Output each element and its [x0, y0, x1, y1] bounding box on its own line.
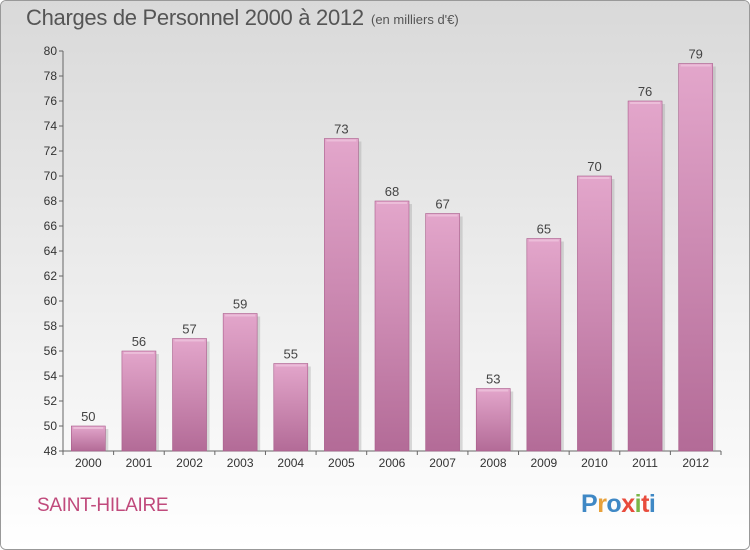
x-tick-label: 2003 [227, 456, 254, 470]
y-tick-label: 80 [44, 44, 58, 58]
logo-letter: o [606, 490, 622, 518]
x-tick-label: 2001 [126, 456, 153, 470]
bar [71, 425, 106, 452]
bar-value-label: 65 [537, 222, 551, 237]
x-tick-label: 2009 [530, 456, 557, 470]
bar [324, 138, 359, 452]
bar-value-label: 73 [334, 122, 348, 137]
y-tick-label: 62 [44, 269, 58, 283]
x-tick-label: 2008 [480, 456, 507, 470]
x-tick-label: 2012 [682, 456, 709, 470]
bar-highlight [680, 64, 711, 67]
y-tick-label: 52 [44, 394, 58, 408]
bar [475, 388, 511, 452]
y-tick-label: 56 [44, 344, 58, 358]
bar-value-label: 76 [638, 84, 652, 99]
x-tick-label: 2006 [379, 456, 406, 470]
logo-letter: t [641, 490, 649, 518]
x-tick-label: 2002 [176, 456, 203, 470]
bar [222, 313, 258, 452]
bar-value-label: 55 [284, 347, 298, 362]
bar-value-label: 67 [435, 197, 449, 212]
bar-value-label: 56 [132, 334, 146, 349]
y-tick-label: 74 [44, 119, 58, 133]
y-tick-label: 50 [44, 419, 58, 433]
logo-letter: i [648, 490, 656, 518]
logo-letter: i [634, 490, 642, 518]
x-tick-label: 2011 [632, 456, 658, 470]
bar [526, 238, 562, 452]
bar [627, 100, 663, 452]
logo-letter: x [621, 490, 635, 518]
y-tick-label: 48 [44, 444, 58, 458]
bar [577, 175, 612, 452]
bar [678, 63, 713, 452]
bar-highlight [478, 389, 509, 392]
logo-letter: P [581, 490, 598, 518]
bar-value-label: 59 [233, 297, 247, 312]
y-tick-label: 70 [44, 169, 58, 183]
bar-highlight [528, 239, 559, 242]
bar-highlight [225, 314, 256, 317]
city-name: SAINT-HILAIRE [37, 495, 169, 516]
y-tick-label: 68 [44, 194, 58, 208]
bar [121, 350, 157, 452]
bar [172, 338, 207, 452]
bar [273, 363, 309, 452]
y-tick-label: 66 [44, 219, 58, 233]
y-tick-label: 78 [44, 69, 58, 83]
x-tick-label: 2000 [75, 456, 102, 470]
y-tick-label: 76 [44, 94, 58, 108]
bar-highlight [275, 364, 306, 367]
chart-unit: (en milliers d'€) [371, 12, 459, 27]
bar-value-label: 79 [688, 47, 702, 62]
bar-highlight [579, 177, 610, 179]
bar-highlight [377, 202, 407, 204]
bar-value-label: 57 [182, 322, 196, 337]
bar-highlight [427, 214, 458, 217]
chart-title: Charges de Personnel 2000 à 2012 [26, 5, 364, 30]
y-tick-label: 64 [44, 244, 58, 258]
x-tick-label: 2007 [429, 456, 456, 470]
y-tick-label: 72 [44, 144, 58, 158]
bar [374, 200, 410, 452]
y-tick-label: 60 [44, 294, 58, 308]
y-tick-label: 54 [44, 369, 58, 383]
bar-value-label: 68 [385, 184, 399, 199]
bar-value-label: 53 [486, 372, 500, 387]
x-tick-label: 2004 [277, 456, 304, 470]
bar-highlight [326, 139, 357, 142]
x-tick-label: 2010 [581, 456, 608, 470]
bar-highlight [630, 102, 661, 104]
x-tick-label: 2005 [328, 456, 355, 470]
logo-letter: r [597, 490, 607, 518]
bar [425, 213, 460, 452]
bar-highlight [174, 339, 205, 342]
y-tick-label: 58 [44, 319, 58, 333]
proxiti-logo: Proxiti [581, 490, 656, 519]
bar-value-label: 50 [81, 409, 95, 424]
bar-value-label: 70 [587, 159, 601, 174]
bar-highlight [73, 427, 104, 429]
bar-highlight [123, 352, 154, 354]
